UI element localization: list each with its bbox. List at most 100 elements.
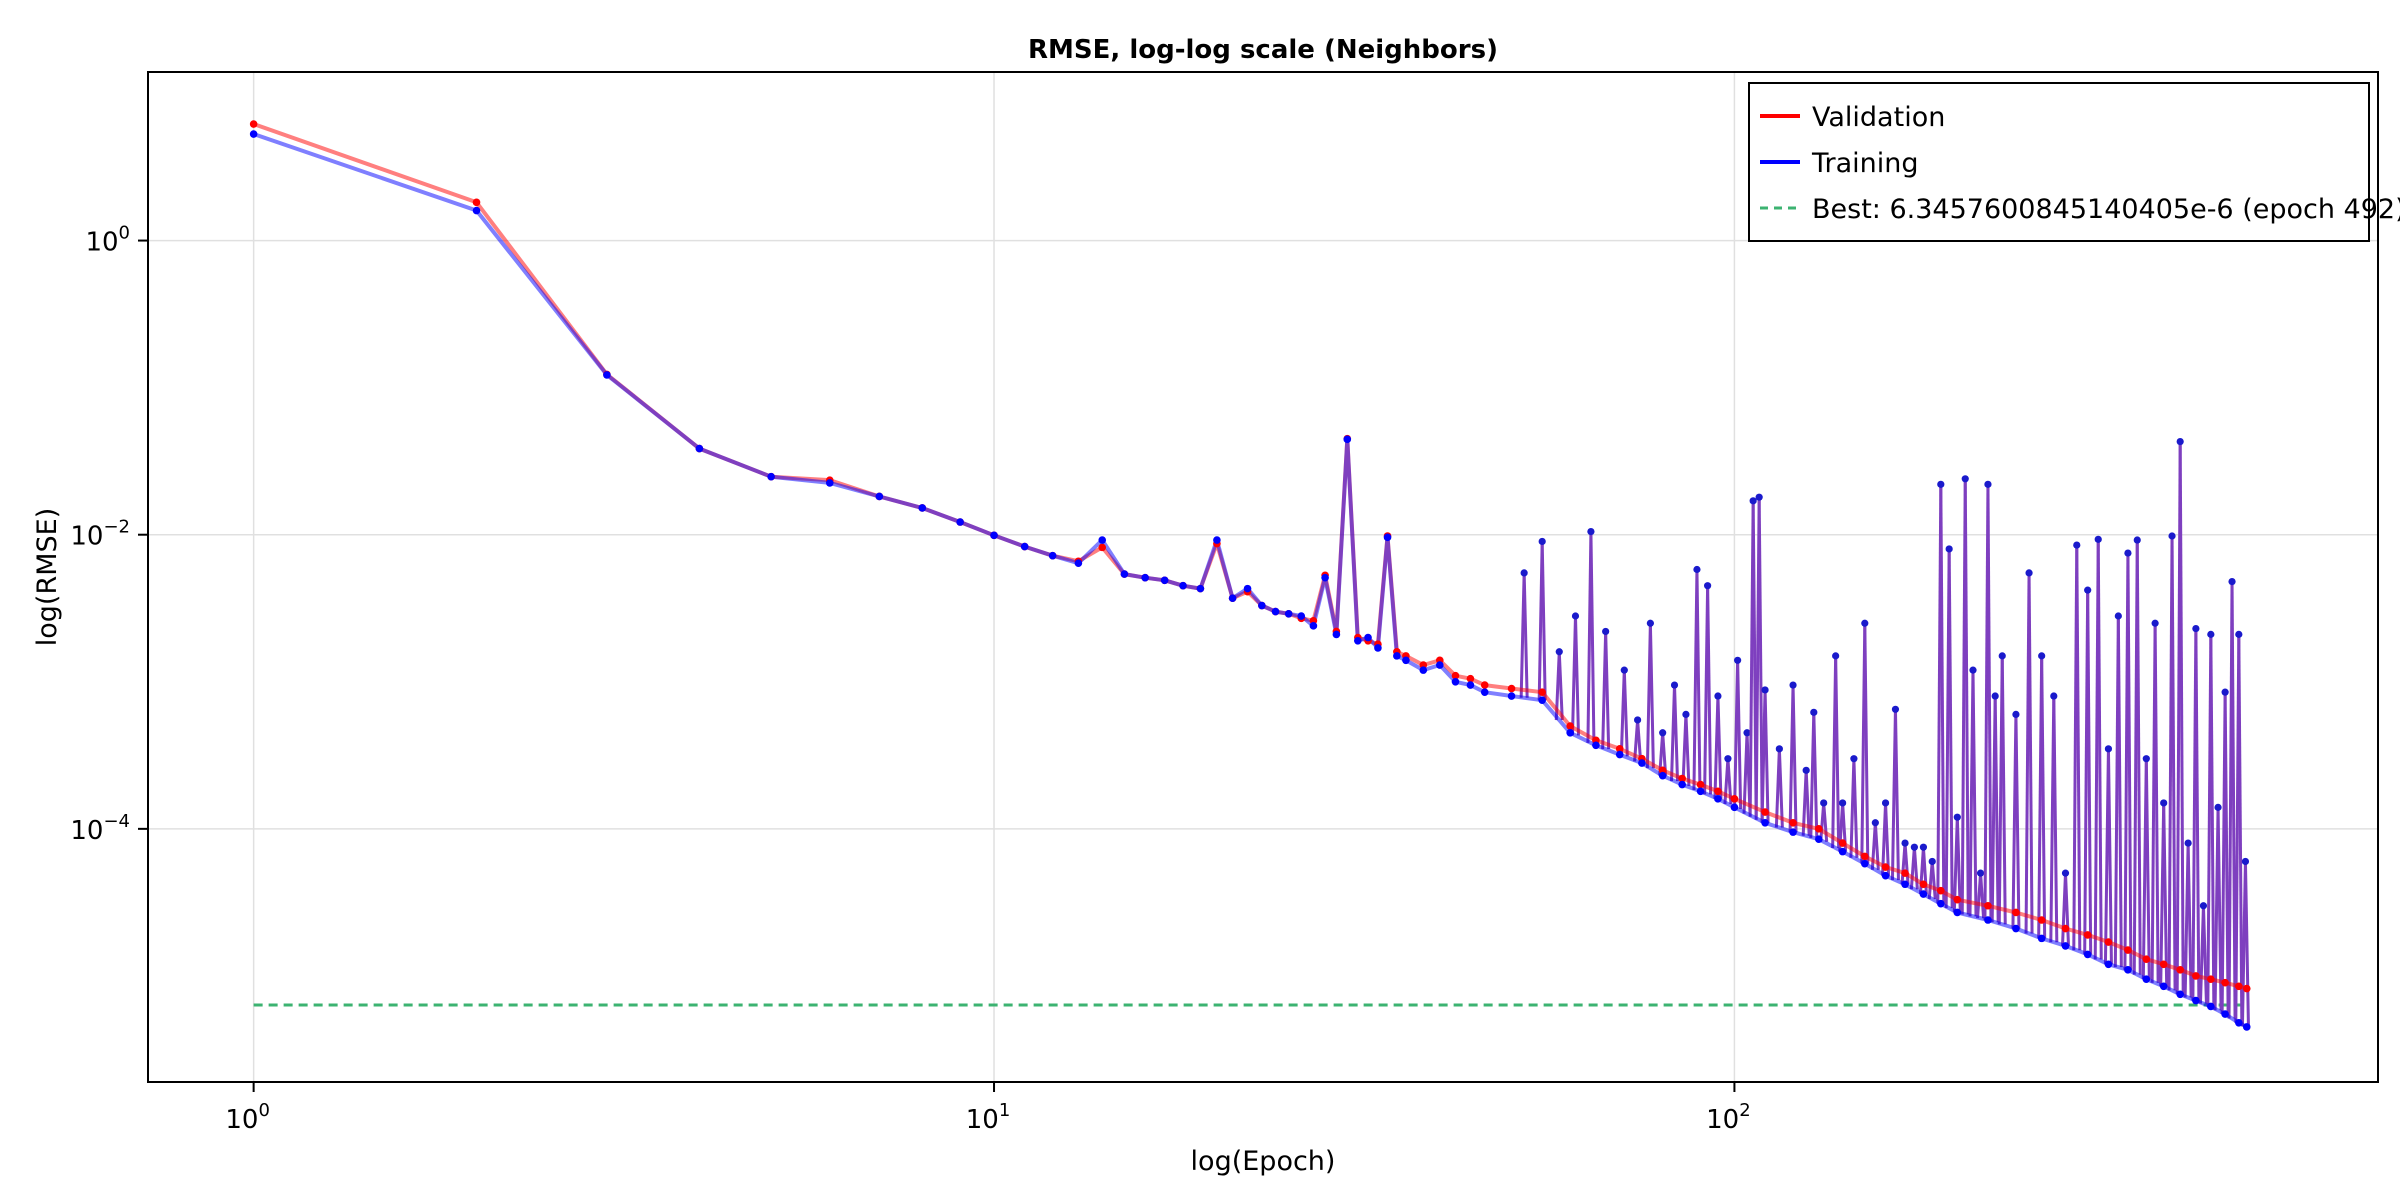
legend: Validation Training Best: 6.345760084514… xyxy=(1748,82,2400,242)
spike-down-segment xyxy=(2063,873,2070,946)
x-tick-label: 102 xyxy=(1706,1100,1751,1135)
spike-point xyxy=(2199,902,2208,910)
training-point xyxy=(2012,924,2020,933)
training-point xyxy=(1364,633,1372,642)
validation-point xyxy=(1881,863,1890,871)
training-point xyxy=(249,130,258,138)
chart-title: RMSE, log-log scale (Neighbors) xyxy=(1028,35,1498,65)
validation-point xyxy=(1838,839,1847,847)
spike-point xyxy=(1646,619,1654,627)
training-point xyxy=(2207,1002,2215,1011)
training-point xyxy=(1343,435,1352,444)
legend-best-label: Best: 6.3457600845140405e-6 (epoch 492) xyxy=(1812,194,2400,225)
spike-down-segment xyxy=(1522,572,1529,698)
spike-down-segment xyxy=(1540,541,1547,701)
training-point xyxy=(1615,750,1624,759)
validation-point xyxy=(1696,780,1705,789)
training-point xyxy=(1480,688,1489,696)
training-point xyxy=(956,518,964,526)
validation-point xyxy=(1789,818,1797,827)
spike-down-segment xyxy=(2086,590,2093,955)
validation-point xyxy=(1861,852,1869,861)
training-point xyxy=(2176,990,2184,999)
spike-down-segment xyxy=(1557,651,1564,721)
training-point xyxy=(1861,859,1869,868)
y-axis-label: log(RMSE) xyxy=(32,508,63,646)
spike-point xyxy=(1682,710,1690,719)
x-tick-label: 100 xyxy=(225,1100,270,1135)
training-point xyxy=(875,492,884,501)
spike-down-segment xyxy=(2216,807,2223,1011)
spike-down-segment xyxy=(2000,655,2007,925)
validation-point xyxy=(472,198,481,207)
validation-point xyxy=(1937,886,1945,895)
spike-down-segment xyxy=(2201,905,2208,1004)
legend-box xyxy=(1748,82,2370,242)
spike-down-segment xyxy=(2052,696,2059,943)
validation-point xyxy=(2037,916,2046,924)
spike-point xyxy=(1789,681,1797,689)
training-point xyxy=(1451,677,1460,686)
training-point xyxy=(1566,728,1574,737)
validation-point xyxy=(2207,975,2215,984)
training-point xyxy=(1141,573,1149,582)
training-point xyxy=(1789,828,1797,836)
spike-down-segment xyxy=(1706,585,1713,795)
spike-point xyxy=(1891,705,1900,713)
spike-down-segment xyxy=(1736,660,1743,809)
spike-down-segment xyxy=(2243,861,2250,1027)
spike-point xyxy=(1945,545,1953,553)
spike-point xyxy=(2050,692,2058,700)
spike-down-segment xyxy=(1695,569,1702,791)
spike-point xyxy=(2104,745,2113,753)
validation-point xyxy=(1507,684,1516,693)
spike-point xyxy=(1670,681,1679,689)
training-point xyxy=(1435,661,1444,669)
training-point xyxy=(1592,741,1600,750)
spike-down-segment xyxy=(2153,623,2160,983)
spike-down-segment xyxy=(1589,531,1596,743)
spike-down-segment xyxy=(2106,748,2113,965)
spike-point xyxy=(1587,527,1595,536)
training-point xyxy=(1714,795,1722,803)
spike-point xyxy=(1634,716,1642,724)
spike-point xyxy=(1724,755,1732,763)
spike-point xyxy=(2228,577,2236,586)
spike-point xyxy=(1839,799,1847,807)
training-point xyxy=(2104,960,2113,969)
training-point xyxy=(695,444,704,453)
validation-point xyxy=(249,120,258,128)
training-point xyxy=(1402,656,1410,665)
spike-down-segment xyxy=(2014,714,2021,929)
validation-point xyxy=(2012,908,2020,917)
training-point xyxy=(1466,681,1475,689)
grid-lines xyxy=(148,72,2378,1082)
spike-point xyxy=(1969,666,1977,674)
spike-point xyxy=(2073,541,2081,549)
spike-down-segment xyxy=(1684,714,1691,787)
training-point xyxy=(1383,533,1392,542)
legend-training-label: Training xyxy=(1811,148,1919,179)
spike-point xyxy=(1659,729,1667,737)
validation-point xyxy=(1466,674,1475,683)
validation-point xyxy=(1615,745,1624,753)
spike-point xyxy=(1998,652,2006,660)
spike-down-segment xyxy=(1963,478,1970,915)
spike-down-segment xyxy=(2230,581,2237,1019)
validation-point xyxy=(2242,984,2251,993)
spike-point xyxy=(1984,480,1992,488)
spike-down-segment xyxy=(1673,685,1680,782)
spike-down-segment xyxy=(1947,548,1954,909)
training-point xyxy=(1098,536,1107,544)
spike-point xyxy=(2184,839,2192,847)
validation-point xyxy=(1678,774,1686,783)
training-point xyxy=(2242,1023,2251,1031)
spike-down-segment xyxy=(1777,748,1784,828)
plot-series xyxy=(249,120,2251,1031)
spike-point xyxy=(1775,745,1783,753)
training-point xyxy=(2235,1019,2243,1027)
training-point xyxy=(1814,835,1823,844)
training-point xyxy=(1284,609,1293,618)
validation-point xyxy=(1814,825,1823,833)
spike-down-segment xyxy=(2144,758,2151,980)
